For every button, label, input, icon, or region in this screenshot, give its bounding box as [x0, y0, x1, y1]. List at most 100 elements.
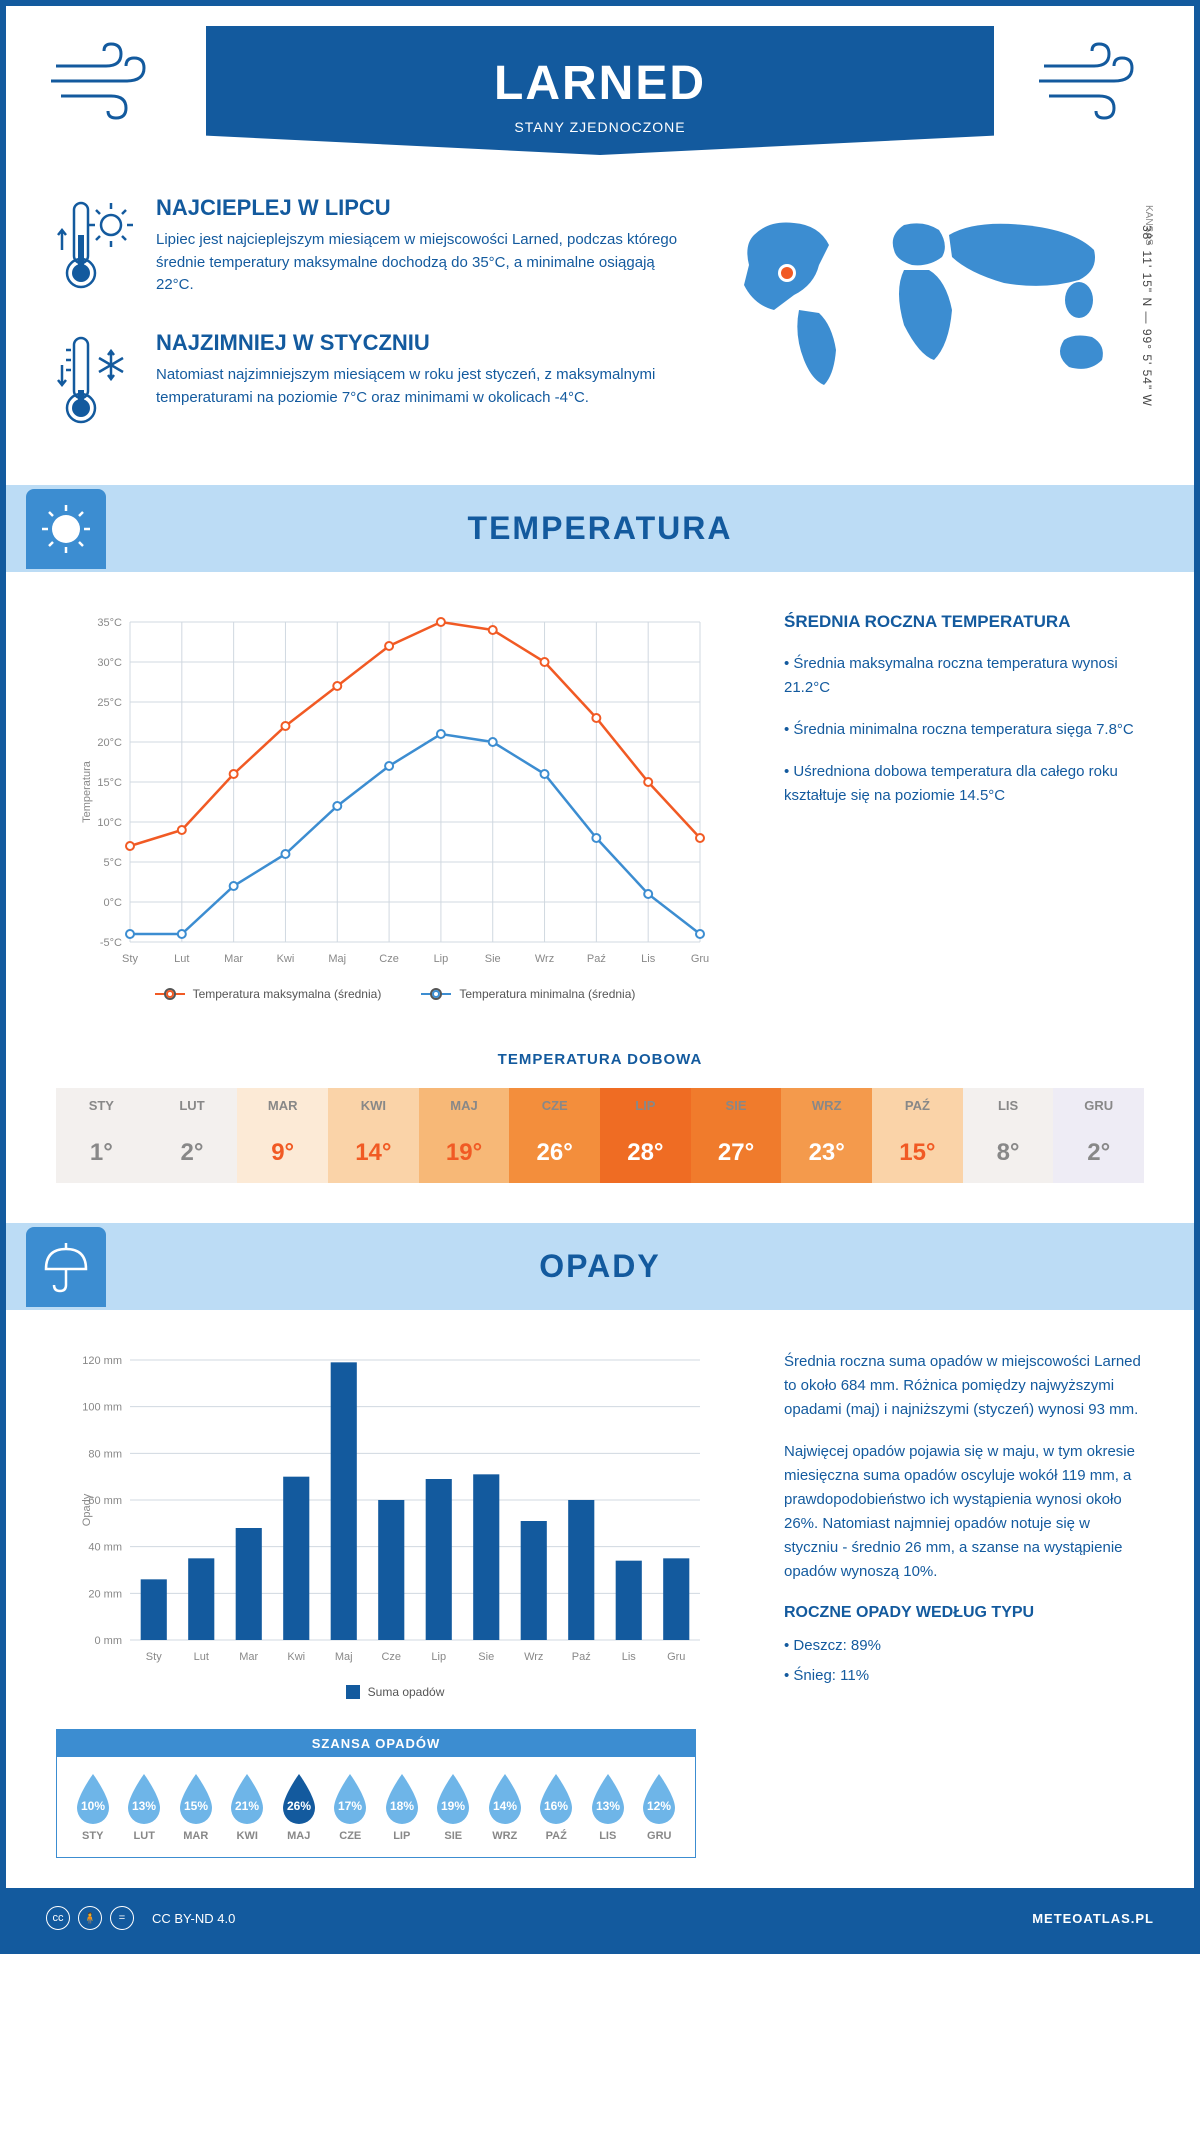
nd-icon: =: [110, 1906, 134, 1930]
svg-text:26%: 26%: [287, 1799, 311, 1813]
svg-text:30°C: 30°C: [97, 657, 122, 669]
chance-cell: 10% STY: [67, 1772, 119, 1842]
chance-cell: 16% PAŹ: [531, 1772, 583, 1842]
daily-value: 2°: [147, 1123, 238, 1183]
svg-text:25°C: 25°C: [97, 697, 122, 709]
svg-text:20°C: 20°C: [97, 737, 122, 749]
raindrop-icon: 18%: [381, 1772, 423, 1824]
svg-text:Kwi: Kwi: [287, 1651, 305, 1663]
svg-text:Lut: Lut: [174, 953, 189, 965]
svg-text:20 mm: 20 mm: [88, 1588, 122, 1600]
svg-text:Maj: Maj: [335, 1651, 353, 1663]
site-name: METEOATLAS.PL: [1032, 1911, 1154, 1926]
svg-text:Lis: Lis: [641, 953, 656, 965]
svg-text:Opady: Opady: [81, 1493, 93, 1526]
daily-month: STY: [56, 1088, 147, 1123]
svg-text:15%: 15%: [184, 1799, 208, 1813]
daily-month: KWI: [328, 1088, 419, 1123]
thermometer-hot-icon: [56, 195, 136, 295]
chance-cell: 18% LIP: [376, 1772, 428, 1842]
raindrop-icon: 13%: [587, 1772, 629, 1824]
svg-text:13%: 13%: [132, 1799, 156, 1813]
hot-title: NAJCIEPLEJ W LIPCU: [156, 195, 684, 221]
temperature-section-header: TEMPERATURA: [6, 485, 1194, 572]
daily-value: 9°: [237, 1123, 328, 1183]
thermometer-cold-icon: [56, 330, 136, 430]
svg-text:Sie: Sie: [485, 953, 501, 965]
precipitation-chance-box: SZANSA OPADÓW 10% STY 13% LUT 15% MAR 21…: [56, 1729, 696, 1858]
daily-value: 14°: [328, 1123, 419, 1183]
by-icon: 🧍: [78, 1906, 102, 1930]
raindrop-icon: 16%: [535, 1772, 577, 1824]
svg-text:Wrz: Wrz: [535, 953, 554, 965]
chance-cell: 17% CZE: [325, 1772, 377, 1842]
sun-icon: [36, 499, 96, 559]
svg-text:80 mm: 80 mm: [88, 1448, 122, 1460]
daily-month: MAR: [237, 1088, 328, 1123]
city-title: LARNED: [226, 56, 974, 111]
svg-text:15°C: 15°C: [97, 777, 122, 789]
svg-text:16%: 16%: [544, 1799, 568, 1813]
chance-cell: 13% LIS: [582, 1772, 634, 1842]
raindrop-icon: 12%: [638, 1772, 680, 1824]
svg-text:Lip: Lip: [434, 953, 449, 965]
svg-text:Paź: Paź: [572, 1651, 591, 1663]
svg-text:Sty: Sty: [122, 953, 138, 965]
daily-month: LIS: [963, 1088, 1054, 1123]
precip-info-p2: Najwięcej opadów pojawia się w maju, w t…: [784, 1440, 1144, 1584]
svg-text:Maj: Maj: [328, 953, 346, 965]
svg-text:60 mm: 60 mm: [88, 1495, 122, 1507]
svg-text:Cze: Cze: [381, 1651, 401, 1663]
hottest-month-block: NAJCIEPLEJ W LIPCU Lipiec jest najcieple…: [56, 195, 684, 300]
svg-text:Mar: Mar: [224, 953, 243, 965]
svg-text:Sty: Sty: [146, 1651, 162, 1663]
cold-text: Natomiast najzimniejszym miesiącem w rok…: [156, 364, 684, 409]
svg-text:0 mm: 0 mm: [95, 1635, 123, 1647]
svg-text:35°C: 35°C: [97, 617, 122, 629]
raindrop-icon: 21%: [226, 1772, 268, 1824]
daily-month: WRZ: [781, 1088, 872, 1123]
raindrop-icon: 14%: [484, 1772, 526, 1824]
daily-value: 1°: [56, 1123, 147, 1183]
svg-text:0°C: 0°C: [104, 897, 123, 909]
temp-info-p3: • Uśredniona dobowa temperatura dla całe…: [784, 760, 1144, 808]
daily-temp-values-row: 1°2°9°14°19°26°28°27°23°15°8°2°: [56, 1123, 1144, 1183]
daily-month: GRU: [1053, 1088, 1144, 1123]
raindrop-icon: 15%: [175, 1772, 217, 1824]
precipitation-title: OPADY: [56, 1248, 1144, 1285]
chance-title: SZANSA OPADÓW: [57, 1730, 695, 1757]
cold-title: NAJZIMNIEJ W STYCZNIU: [156, 330, 684, 356]
svg-text:Lut: Lut: [194, 1651, 209, 1663]
precipitation-section-header: OPADY: [6, 1223, 1194, 1310]
precip-info-p1: Średnia roczna suma opadów w miejscowośc…: [784, 1350, 1144, 1422]
precipitation-bar-chart: 0 mm20 mm40 mm60 mm80 mm100 mm120 mmStyL…: [56, 1350, 734, 1670]
page-footer: cc 🧍 = CC BY-ND 4.0 METEOATLAS.PL: [6, 1888, 1194, 1948]
coordinates: 38° 11' 15" N — 99° 5' 54" W: [1140, 225, 1154, 407]
svg-text:10°C: 10°C: [97, 817, 122, 829]
umbrella-icon: [36, 1237, 96, 1297]
raindrop-icon: 17%: [329, 1772, 371, 1824]
temp-info-p1: • Średnia maksymalna roczna temperatura …: [784, 652, 1144, 700]
daily-value: 26°: [509, 1123, 600, 1183]
daily-month: SIE: [691, 1088, 782, 1123]
precip-snow: • Śnieg: 11%: [784, 1664, 1144, 1688]
daily-value: 27°: [691, 1123, 782, 1183]
chance-cell: 14% WRZ: [479, 1772, 531, 1842]
svg-text:13%: 13%: [596, 1799, 620, 1813]
chance-cell: 21% KWI: [222, 1772, 274, 1842]
svg-text:17%: 17%: [338, 1799, 362, 1813]
daily-value: 28°: [600, 1123, 691, 1183]
raindrop-icon: 19%: [432, 1772, 474, 1824]
daily-month: LUT: [147, 1088, 238, 1123]
wind-icon: [1034, 36, 1154, 126]
svg-text:40 mm: 40 mm: [88, 1542, 122, 1554]
daily-temp-title: TEMPERATURA DOBOWA: [56, 1051, 1144, 1068]
daily-temp-months-row: STYLUTMARKWIMAJCZELIPSIEWRZPAŹLISGRU: [56, 1088, 1144, 1123]
daily-value: 15°: [872, 1123, 963, 1183]
chance-cell: 13% LUT: [119, 1772, 171, 1842]
cc-icon: cc: [46, 1906, 70, 1930]
svg-text:100 mm: 100 mm: [82, 1402, 122, 1414]
precip-chart-legend: Suma opadów: [56, 1685, 734, 1699]
precip-type-title: ROCZNE OPADY WEDŁUG TYPU: [784, 1604, 1144, 1622]
svg-text:Gru: Gru: [667, 1651, 685, 1663]
